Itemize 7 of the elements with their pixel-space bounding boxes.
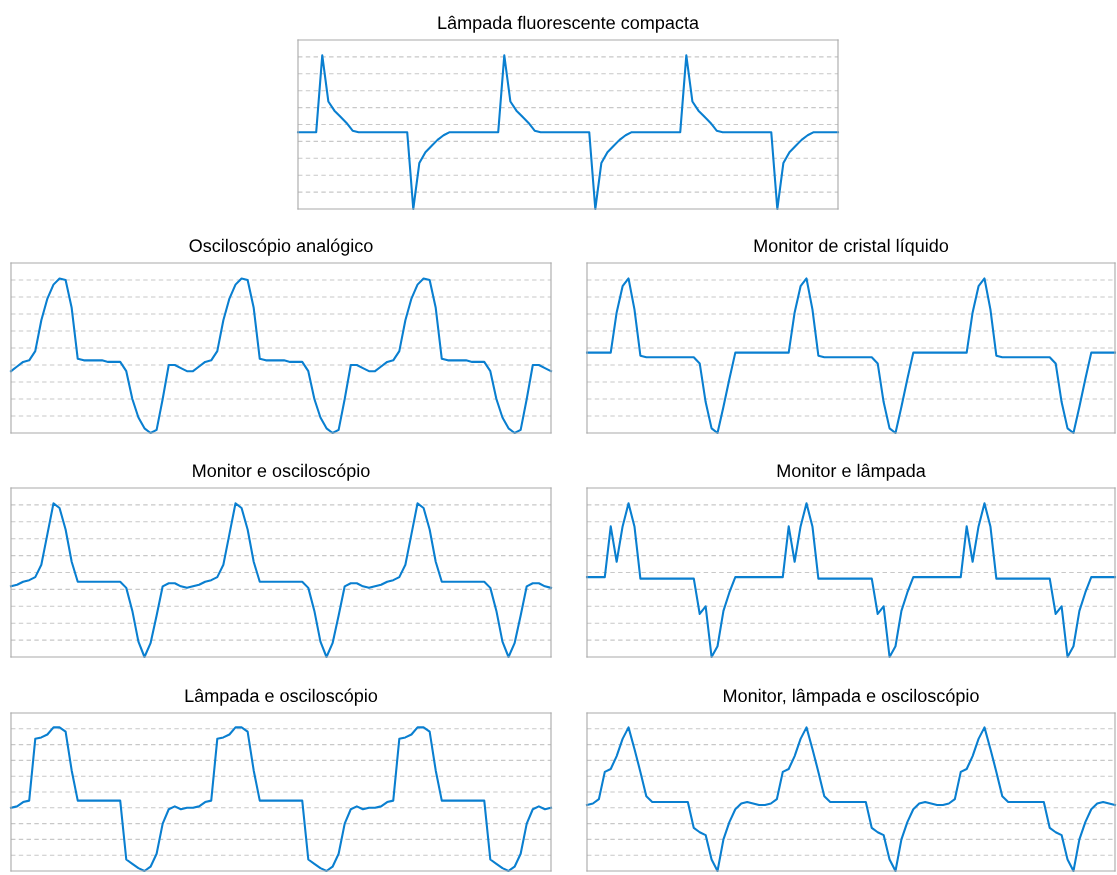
chart-title: Monitor e osciloscópio (193, 463, 370, 481)
chart-title: Monitor e lâmpada (777, 463, 926, 481)
chart-title: Monitor de cristal líquido (754, 238, 949, 256)
chart-title: Lâmpada fluorescente compacta (438, 15, 699, 33)
chart-title: Osciloscópio analógico (189, 238, 373, 256)
chart-title: Monitor, lâmpada e osciloscópio (724, 688, 979, 706)
chart-title: Lâmpada e osciloscópio (185, 688, 378, 706)
